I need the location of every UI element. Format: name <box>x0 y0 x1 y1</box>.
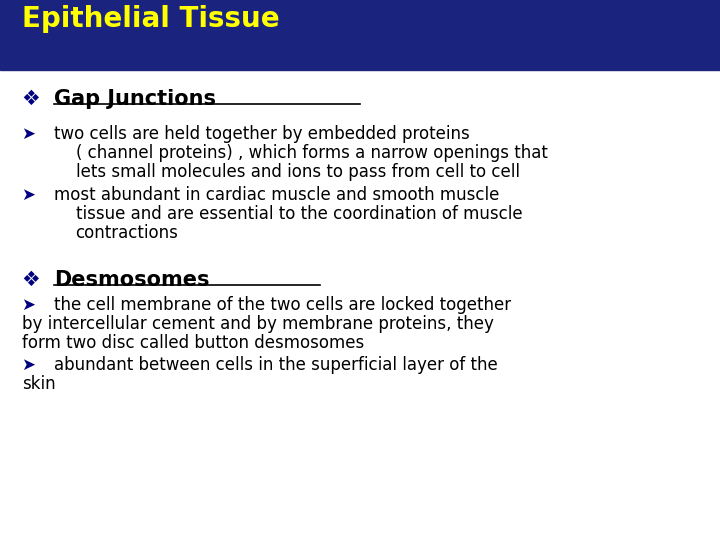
Text: ➤: ➤ <box>22 186 35 204</box>
Text: the cell membrane of the two cells are locked together: the cell membrane of the two cells are l… <box>54 296 511 314</box>
Text: tissue and are essential to the coordination of muscle: tissue and are essential to the coordina… <box>76 205 522 223</box>
Text: contractions: contractions <box>76 224 179 242</box>
FancyBboxPatch shape <box>0 0 720 70</box>
Text: by intercellular cement and by membrane proteins, they: by intercellular cement and by membrane … <box>22 315 493 333</box>
Text: ➤: ➤ <box>22 296 35 314</box>
Text: ( channel proteins) , which forms a narrow openings that: ( channel proteins) , which forms a narr… <box>76 144 547 162</box>
Text: lets small molecules and ions to pass from cell to cell: lets small molecules and ions to pass fr… <box>76 163 520 181</box>
Text: ➤: ➤ <box>22 356 35 374</box>
Text: ❖: ❖ <box>22 89 40 109</box>
Text: form two disc called button desmosomes: form two disc called button desmosomes <box>22 334 364 352</box>
Text: ❖: ❖ <box>22 270 40 290</box>
Text: ➤: ➤ <box>22 125 35 143</box>
Text: skin: skin <box>22 375 55 393</box>
Text: Epithelial Tissue: Epithelial Tissue <box>22 5 279 33</box>
Text: two cells are held together by embedded proteins: two cells are held together by embedded … <box>54 125 469 143</box>
Text: Desmosomes: Desmosomes <box>54 270 210 290</box>
Text: Gap Junctions: Gap Junctions <box>54 89 216 109</box>
Text: abundant between cells in the superficial layer of the: abundant between cells in the superficia… <box>54 356 498 374</box>
Text: most abundant in cardiac muscle and smooth muscle: most abundant in cardiac muscle and smoo… <box>54 186 500 204</box>
